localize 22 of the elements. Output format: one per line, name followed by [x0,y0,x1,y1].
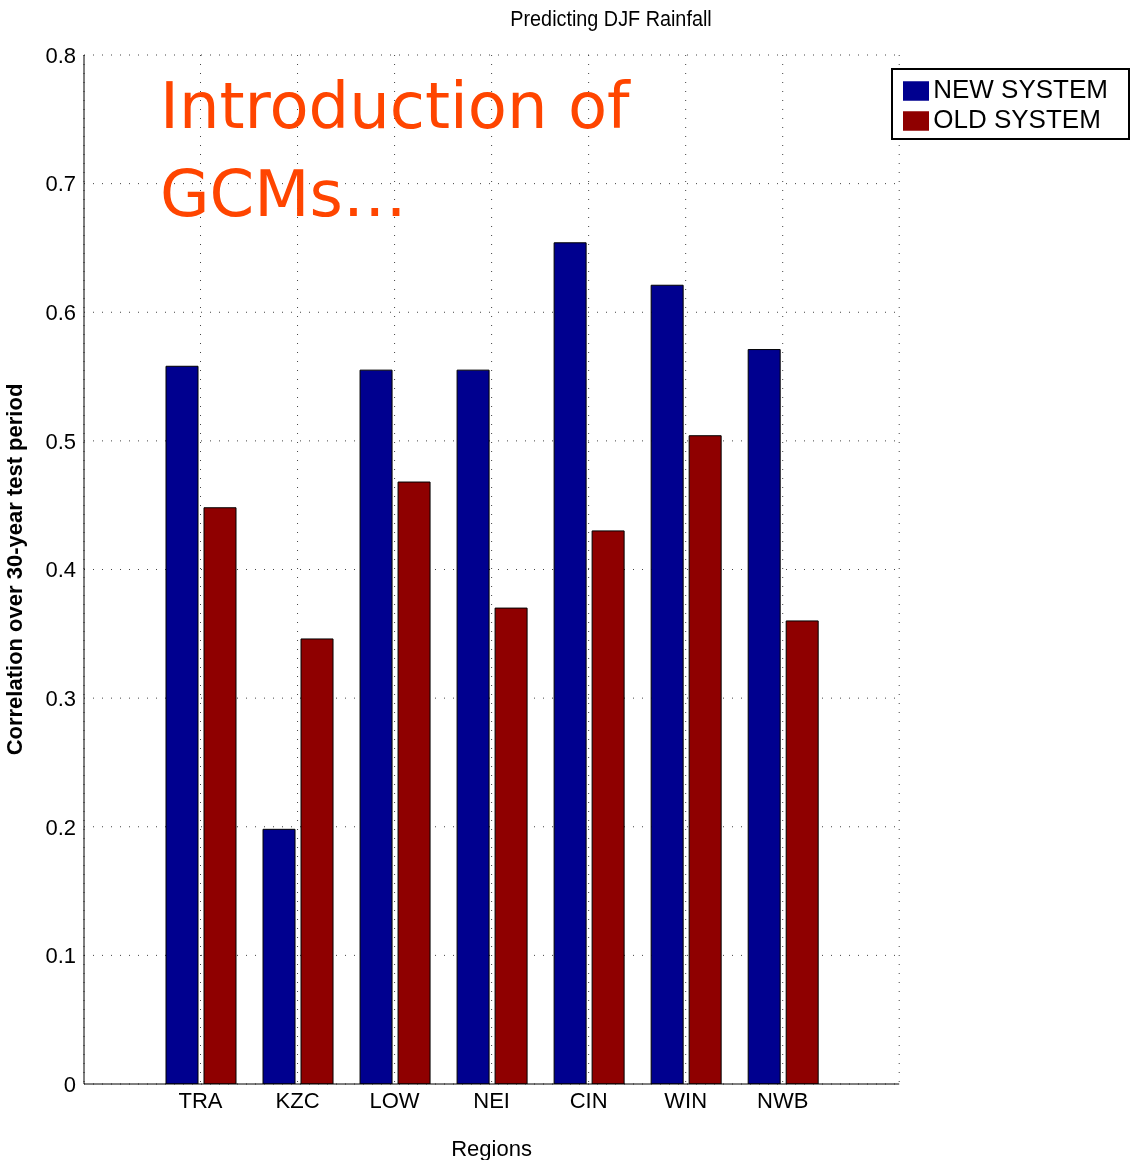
x-tick-label: TRA [178,1087,223,1113]
y-tick-label: 0.6 [45,300,76,326]
y-tick-label: 0.1 [45,943,76,969]
y-tick-label: 0.4 [45,557,76,583]
legend-label: OLD SYSTEM [933,104,1101,135]
x-axis-title: Regions [451,1136,532,1160]
x-tick-label: CIN [569,1087,608,1113]
x-tick-label: KZC [275,1087,320,1113]
chart-title: Predicting DJF Rainfall [509,6,713,32]
y-tick-label: 0.3 [45,685,76,711]
y-tick-label: 0.8 [45,42,76,68]
legend-label: NEW SYSTEM [933,74,1108,104]
y-tick-label: 0.7 [45,171,76,197]
y-tick-label: 0.5 [45,428,76,454]
y-axis-title: Correlation over 30-year test period [1,383,27,756]
x-tick-label: NEI [473,1087,510,1113]
x-tick-label: WIN [664,1087,708,1113]
y-tick-label: 0 [63,1071,76,1097]
y-tick-label: 0.2 [45,814,76,840]
x-tick-label: LOW [369,1087,420,1113]
annotation: Introduction of GCMs… [160,68,632,233]
x-tick-label: NWB [757,1087,809,1113]
